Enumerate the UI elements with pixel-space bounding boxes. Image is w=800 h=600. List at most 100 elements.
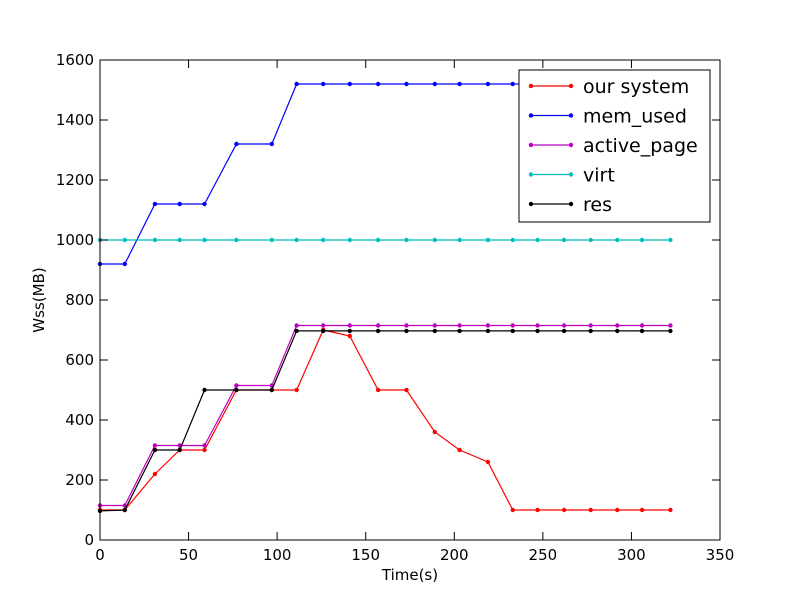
- data-point-active-page: [347, 323, 352, 328]
- x-axis-label: Time(s): [381, 566, 438, 584]
- data-point-res: [347, 328, 352, 334]
- data-point-virt: [404, 237, 409, 243]
- x-tick-label: 200: [440, 546, 469, 564]
- data-point-active-page: [152, 443, 158, 448]
- data-point-mem-used: [321, 81, 326, 87]
- series-res: [97, 328, 673, 514]
- data-point-virt: [177, 237, 182, 243]
- data-point-active-page: [457, 323, 462, 328]
- data-point-virt: [234, 237, 239, 243]
- y-axis-label: Wss(MB): [30, 267, 48, 332]
- data-point-mem-used: [347, 81, 352, 87]
- data-point-active-page: [668, 323, 673, 328]
- data-point-virt: [294, 237, 299, 243]
- data-point-res: [588, 328, 593, 334]
- data-point-res: [561, 328, 567, 334]
- data-point-mem-used: [269, 141, 275, 147]
- data-point-res: [375, 328, 381, 334]
- y-tick-label: 800: [65, 291, 94, 309]
- legend-box: [518, 69, 711, 223]
- data-point-res: [485, 328, 491, 334]
- data-point-virt: [375, 237, 381, 243]
- legend-label: our system: [583, 76, 689, 98]
- data-point-mem-used: [510, 81, 515, 87]
- legend-label: mem_used: [583, 106, 687, 128]
- data-point-mem-used: [177, 201, 182, 207]
- legend-swatch-marker: [528, 201, 534, 207]
- data-point-active-page: [510, 323, 515, 328]
- legend-swatch-marker: [528, 142, 534, 148]
- data-point-res: [269, 387, 275, 393]
- x-tick-label: 300: [617, 546, 646, 564]
- data-point-active-page: [535, 323, 540, 328]
- legend-swatch-marker: [528, 113, 534, 118]
- data-point-our-system: [668, 507, 673, 513]
- legend-swatch-marker: [528, 83, 534, 89]
- data-point-active-page: [294, 323, 299, 328]
- series-layer: [97, 81, 673, 514]
- y-tick-label: 1200: [56, 171, 94, 189]
- data-point-our-system: [639, 507, 645, 513]
- data-point-res: [152, 447, 158, 453]
- data-point-mem-used: [202, 201, 207, 207]
- data-point-res: [510, 328, 515, 334]
- data-point-mem-used: [404, 81, 409, 87]
- data-point-mem-used: [375, 81, 381, 87]
- data-point-active-page: [202, 443, 207, 448]
- legend-item-our-system: our system: [528, 76, 689, 98]
- legend-label: virt: [583, 165, 615, 187]
- legend-item-mem-used: mem_used: [528, 106, 687, 128]
- data-point-res: [615, 328, 620, 334]
- data-point-our-system: [535, 507, 540, 513]
- x-tick-label: 0: [95, 546, 105, 564]
- data-point-virt: [588, 237, 593, 243]
- data-point-virt: [668, 237, 673, 243]
- data-point-res: [294, 328, 299, 334]
- data-point-our-system: [615, 507, 620, 513]
- y-tick-label: 1600: [56, 51, 94, 69]
- data-point-mem-used: [457, 81, 462, 87]
- data-point-virt: [510, 237, 515, 243]
- data-point-res: [202, 387, 207, 393]
- legend-label: res: [583, 194, 612, 216]
- y-tick-label: 200: [65, 471, 94, 489]
- data-point-our-system: [432, 429, 437, 435]
- x-tick-label: 250: [529, 546, 558, 564]
- data-point-mem-used: [152, 201, 158, 207]
- data-point-our-system: [588, 507, 593, 513]
- data-point-active-page: [404, 323, 409, 328]
- legend-swatch-marker: [568, 83, 574, 89]
- series-line-active-page: [100, 324, 671, 507]
- data-point-mem-used: [485, 81, 491, 87]
- data-point-active-page: [375, 323, 381, 328]
- data-point-our-system: [457, 447, 462, 453]
- data-point-our-system: [485, 459, 491, 465]
- data-point-active-page: [639, 323, 645, 328]
- x-tick-label: 50: [179, 546, 198, 564]
- data-point-res: [668, 328, 673, 334]
- data-point-active-page: [485, 323, 491, 328]
- legend-item-res: res: [528, 194, 612, 216]
- legend-item-active-page: active_page: [528, 135, 698, 157]
- data-point-mem-used: [122, 261, 128, 267]
- legend-swatch-marker: [528, 172, 534, 177]
- data-point-virt: [615, 237, 620, 243]
- data-point-our-system: [510, 507, 515, 513]
- x-tick-label: 150: [351, 546, 380, 564]
- x-tick-label: 100: [263, 546, 292, 564]
- series-line-res: [99, 330, 671, 512]
- data-point-active-page: [432, 323, 437, 328]
- data-point-virt: [347, 237, 352, 243]
- y-tick-label: 400: [65, 411, 94, 429]
- data-point-res: [535, 328, 540, 334]
- data-point-virt: [122, 237, 128, 243]
- data-point-res: [234, 387, 239, 393]
- legend-label: active_page: [583, 135, 698, 157]
- data-point-our-system: [404, 387, 409, 393]
- x-tick-label: 350: [706, 546, 735, 564]
- series-virt: [97, 237, 673, 243]
- data-point-res: [432, 328, 437, 334]
- data-point-virt: [457, 237, 462, 243]
- data-point-active-page: [321, 323, 326, 328]
